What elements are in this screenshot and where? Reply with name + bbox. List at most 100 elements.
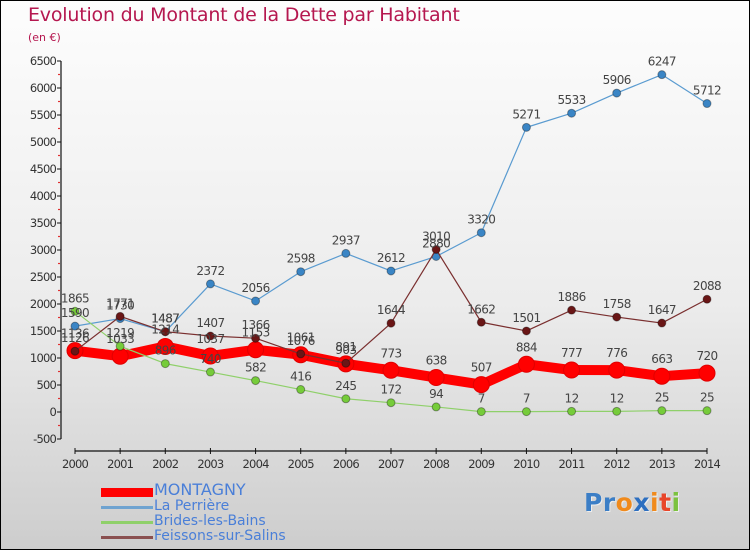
- data-point-feissons-sur-salins: [386, 318, 396, 328]
- data-point-montagny: [608, 361, 626, 379]
- legend-swatch: [101, 521, 153, 524]
- data-label-feissons-sur-salins: 1662: [467, 302, 495, 316]
- data-label-montagny: 1214: [151, 322, 179, 336]
- logo-letter: x: [633, 488, 650, 517]
- legend-label: Feissons-sur-Salins: [154, 528, 286, 544]
- data-point-feissons-sur-salins: [341, 358, 351, 368]
- data-label-brides-les-bains: 25: [655, 391, 669, 405]
- data-label-feissons-sur-salins: 3010: [422, 229, 450, 243]
- data-label-brides-les-bains: 740: [200, 352, 221, 366]
- data-label-la-perriere: 2612: [377, 251, 405, 265]
- data-point-feissons-sur-salins: [251, 333, 261, 343]
- data-label-feissons-sur-salins: 2088: [693, 279, 721, 293]
- data-label-montagny: 884: [516, 340, 537, 354]
- data-point-la-perriere: [702, 99, 712, 109]
- data-label-la-perriere: 3320: [467, 213, 495, 227]
- x-tick-label: 2003: [197, 457, 224, 471]
- data-point-brides-les-bains: [431, 402, 441, 412]
- y-tick-label: 2500: [30, 270, 57, 284]
- data-label-la-perriere: 1730: [106, 299, 134, 313]
- y-tick-label: -500: [33, 432, 56, 446]
- data-point-montagny: [698, 364, 716, 382]
- data-point-brides-les-bains: [115, 341, 125, 351]
- x-tick-label: 2007: [378, 457, 405, 471]
- x-tick-label: 2012: [604, 457, 631, 471]
- data-point-la-perriere: [612, 88, 622, 98]
- data-point-brides-les-bains: [341, 394, 351, 404]
- logo-letter: o: [615, 488, 634, 517]
- data-point-feissons-sur-salins: [431, 244, 441, 254]
- x-tick-label: 2001: [107, 457, 134, 471]
- data-point-montagny: [427, 369, 445, 387]
- x-tick-label: 2013: [649, 457, 676, 471]
- x-tick-label: 2006: [333, 457, 360, 471]
- data-point-brides-les-bains: [160, 359, 170, 369]
- data-label-montagny: 776: [606, 346, 627, 360]
- data-point-brides-les-bains: [612, 406, 622, 416]
- data-point-feissons-sur-salins: [612, 312, 622, 322]
- y-tick-label: 4000: [30, 189, 57, 203]
- data-label-feissons-sur-salins: 1076: [287, 334, 315, 348]
- data-point-montagny: [201, 347, 219, 365]
- y-tick-label: 1500: [30, 324, 57, 338]
- data-label-feissons-sur-salins: 1126: [61, 331, 89, 345]
- data-point-brides-les-bains: [296, 385, 306, 395]
- data-point-la-perriere: [251, 296, 261, 306]
- data-point-brides-les-bains: [567, 406, 577, 416]
- data-label-brides-les-bains: 7: [523, 392, 530, 406]
- data-label-brides-les-bains: 12: [610, 391, 624, 405]
- data-label-brides-les-bains: 25: [700, 391, 714, 405]
- data-label-feissons-sur-salins: 1647: [648, 303, 676, 317]
- data-point-la-perriere: [341, 248, 351, 258]
- data-label-montagny: 507: [471, 361, 492, 375]
- data-point-feissons-sur-salins: [657, 318, 667, 328]
- x-tick-label: 2008: [423, 457, 450, 471]
- data-point-feissons-sur-salins: [567, 305, 577, 315]
- data-point-feissons-sur-salins: [476, 317, 486, 327]
- y-tick-label: 5500: [30, 108, 57, 122]
- data-label-brides-les-bains: 7: [478, 392, 485, 406]
- data-point-brides-les-bains: [70, 306, 80, 316]
- data-label-montagny: 1061: [287, 331, 315, 345]
- data-label-brides-les-bains: 12: [565, 391, 579, 405]
- data-label-la-perriere: 1487: [151, 312, 179, 326]
- data-label-montagny: 720: [696, 349, 717, 363]
- chart-subtitle: (en €): [28, 31, 61, 44]
- data-label-feissons-sur-salins: 1407: [196, 316, 224, 330]
- data-label-brides-les-bains: 245: [335, 379, 356, 393]
- data-point-feissons-sur-salins: [296, 349, 306, 359]
- data-point-feissons-sur-salins: [702, 294, 712, 304]
- logo-letter: i: [650, 488, 660, 517]
- data-point-brides-les-bains: [476, 407, 486, 417]
- proxiti-logo: Proxiti: [584, 488, 681, 517]
- data-label-brides-les-bains: 1219: [106, 326, 134, 340]
- data-point-la-perriere: [521, 122, 531, 132]
- data-label-la-perriere: 2937: [332, 233, 360, 247]
- legend-swatch: [101, 488, 153, 497]
- data-point-montagny: [156, 337, 174, 355]
- data-label-la-perriere: 5712: [693, 84, 721, 98]
- data-label-la-perriere: 2598: [287, 252, 315, 266]
- logo-letter: t: [659, 488, 672, 517]
- data-point-la-perriere: [296, 267, 306, 277]
- data-point-la-perriere: [476, 228, 486, 238]
- data-point-la-perriere: [567, 108, 577, 118]
- data-point-brides-les-bains: [205, 367, 215, 377]
- data-label-la-perriere: 2372: [196, 264, 224, 278]
- x-tick-label: 2014: [694, 457, 721, 471]
- data-point-feissons-sur-salins: [205, 331, 215, 341]
- data-label-brides-les-bains: 94: [429, 387, 443, 401]
- data-point-montagny: [472, 376, 490, 394]
- logo-letter: r: [602, 488, 616, 517]
- data-label-feissons-sur-salins: 1487: [151, 312, 179, 326]
- data-point-montagny: [563, 361, 581, 379]
- y-tick-label: 3000: [30, 243, 57, 257]
- data-point-brides-les-bains: [702, 406, 712, 416]
- data-label-la-perriere: 5906: [603, 73, 631, 87]
- data-point-montagny: [653, 367, 671, 385]
- data-label-feissons-sur-salins: 1771: [106, 296, 134, 310]
- data-label-la-perriere: 5271: [512, 107, 540, 121]
- data-point-feissons-sur-salins: [70, 346, 80, 356]
- y-tick-label: 5000: [30, 135, 57, 149]
- x-tick-label: 2009: [468, 457, 495, 471]
